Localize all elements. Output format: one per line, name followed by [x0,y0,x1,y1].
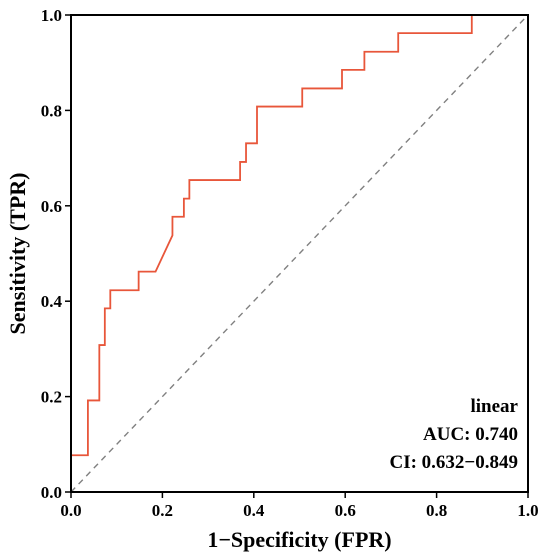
y-tick-label: 0.8 [41,101,62,120]
model-label: linear [471,396,519,417]
y-tick-label: 0.2 [41,388,62,407]
auc-label: AUC: 0.740 [423,424,518,445]
plot-frame [70,14,529,493]
x-tick-label: 0.8 [426,501,447,520]
x-axis-title: 1−Specificity (FPR) [207,527,391,552]
x-tick-label: 0.6 [335,501,356,520]
y-tick-label: 0.6 [41,197,62,216]
y-tick-label: 0.4 [41,292,63,311]
x-tick-label: 0.0 [60,501,81,520]
x-tick-label: 0.2 [152,501,173,520]
roc-curve-line [70,14,528,492]
ci-label: CI: 0.632−0.849 [389,452,518,473]
x-tick-label: 1.0 [517,501,538,520]
y-tick-label: 0.0 [41,483,62,502]
x-tick-label: 0.4 [243,501,265,520]
y-axis-title: Sensitivity (TPR) [5,173,30,335]
reference-diagonal-line [70,14,529,493]
y-tick-label: 1.0 [41,6,62,25]
